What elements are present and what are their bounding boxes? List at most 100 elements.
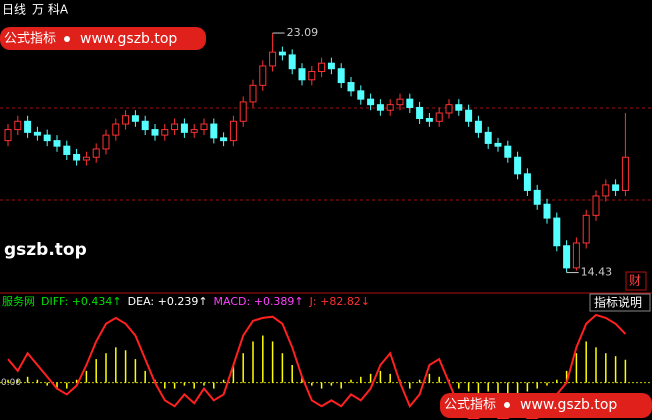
- candle-body: [514, 156, 522, 175]
- indicator-label: MACD: +0.389↑: [214, 295, 304, 308]
- candle-body: [602, 184, 610, 197]
- macd-bar: [75, 379, 78, 383]
- macd-bar: [134, 359, 137, 383]
- candle-body: [82, 156, 90, 161]
- macd-bar: [350, 379, 352, 383]
- candle-body: [92, 148, 100, 158]
- candle-body: [425, 118, 433, 122]
- candle-body: [484, 131, 492, 144]
- macd-bar: [7, 379, 9, 383]
- candle-body: [63, 145, 71, 155]
- candle-body: [220, 137, 228, 142]
- finance-tab[interactable]: 财: [629, 274, 641, 288]
- plot: 23.09 14.43 服务网 DIFF: +0.434↑ DEA: +0.239↑ MA…: [0, 26, 652, 419]
- help-button[interactable]: [589, 293, 651, 312]
- macd-bar: [311, 382, 313, 386]
- candle-body: [210, 123, 218, 139]
- macd-bar: [546, 382, 548, 386]
- macd-bar: [26, 376, 29, 383]
- macd-bar: [56, 382, 58, 389]
- banner-dot: [504, 402, 510, 408]
- high-label: 23.09: [287, 26, 319, 39]
- candle-body: [14, 120, 22, 131]
- macd-bar: [418, 379, 421, 383]
- macd-bar: [193, 382, 195, 389]
- candle-body: [151, 129, 159, 136]
- candle-body: [406, 98, 414, 108]
- macd-bar: [565, 370, 568, 383]
- candle-body: [376, 104, 384, 111]
- candle-body: [298, 68, 306, 81]
- macd-bar: [301, 376, 303, 383]
- indicator-label: DIFF: +0.434↑: [41, 295, 122, 308]
- macd-bar: [389, 373, 391, 383]
- candle-body: [572, 242, 580, 269]
- macd-bar: [262, 335, 264, 383]
- macd-bar: [438, 376, 440, 383]
- macd-bar: [556, 379, 558, 383]
- candle-body: [24, 120, 32, 133]
- candle-body: [239, 101, 247, 122]
- macd-bar: [203, 382, 205, 386]
- macd-bar: [516, 382, 519, 395]
- candle-body: [161, 129, 169, 136]
- candle-body: [553, 217, 561, 247]
- indicator-label: 服务网: [2, 295, 35, 308]
- candle-body: [465, 109, 473, 122]
- candle-body: [416, 106, 424, 120]
- macd-bar: [605, 353, 607, 383]
- macd-bar: [17, 379, 19, 383]
- candle-body: [288, 54, 296, 70]
- macd-bar: [85, 370, 88, 383]
- macd-bar: [340, 382, 342, 389]
- macd-bar: [614, 356, 617, 383]
- candle-body: [563, 245, 571, 269]
- macd-bar: [124, 350, 127, 383]
- stock-name: 万 科A: [32, 3, 69, 17]
- finance-tab-box[interactable]: [625, 271, 647, 291]
- candle-body: [337, 68, 345, 84]
- macd-bar: [183, 382, 186, 386]
- macd-bar: [271, 341, 274, 383]
- help-button-label[interactable]: 指标说明: [594, 295, 642, 310]
- macd-bar: [624, 359, 627, 383]
- candle-body: [386, 104, 394, 111]
- candle-body: [504, 145, 512, 158]
- macd-bar: [173, 382, 176, 389]
- candle-body: [4, 129, 12, 142]
- macd-bar: [369, 373, 372, 383]
- candle-body: [474, 120, 482, 133]
- candle-body: [122, 115, 130, 125]
- macd-bar: [252, 341, 254, 383]
- indicator-label: DEA: +0.239↑: [128, 295, 208, 308]
- candle-body: [43, 134, 51, 142]
- candle-body: [327, 62, 335, 70]
- macd-bar: [467, 382, 470, 392]
- top-banner[interactable]: 公式指标 www.gszb.top: [0, 27, 206, 50]
- macd-bar: [595, 347, 597, 383]
- macd-bar: [222, 379, 225, 383]
- candle-body: [612, 184, 620, 191]
- banner-bg: [0, 27, 206, 50]
- banner-badge: 公式指标: [444, 398, 496, 413]
- indicator-label: J: +82.82↓: [309, 295, 370, 308]
- banner-dot: [64, 36, 70, 42]
- candle-body: [229, 120, 237, 142]
- candle-body: [259, 65, 267, 86]
- macd-bar: [458, 382, 460, 389]
- candle-body: [141, 120, 149, 131]
- candle-body: [367, 98, 375, 106]
- macd-bar: [164, 382, 166, 389]
- macd-bar: [409, 382, 411, 389]
- candle-body: [180, 123, 188, 133]
- candle-body: [249, 84, 257, 103]
- macd-bar: [379, 370, 382, 383]
- banner-bg: [440, 393, 652, 418]
- macd-bar: [497, 382, 499, 395]
- macd-bar: [536, 382, 538, 389]
- candle-body: [73, 153, 81, 161]
- bottom-banner[interactable]: 公式指标 www.gszb.top: [440, 393, 652, 418]
- period: 日线: [2, 3, 26, 17]
- candle-body: [318, 62, 326, 72]
